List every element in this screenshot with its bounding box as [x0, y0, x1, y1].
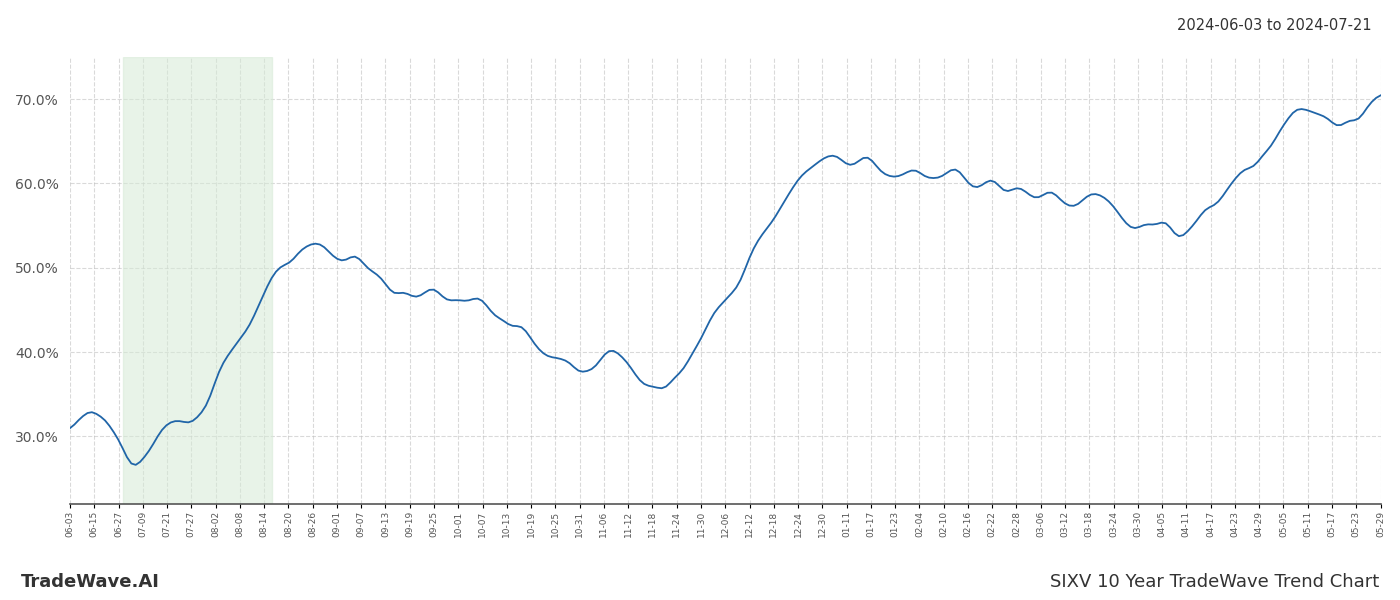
Bar [123, 57, 272, 504]
Text: TradeWave.AI: TradeWave.AI [21, 573, 160, 591]
Text: 2024-06-03 to 2024-07-21: 2024-06-03 to 2024-07-21 [1177, 18, 1372, 33]
Text: SIXV 10 Year TradeWave Trend Chart: SIXV 10 Year TradeWave Trend Chart [1050, 573, 1379, 591]
